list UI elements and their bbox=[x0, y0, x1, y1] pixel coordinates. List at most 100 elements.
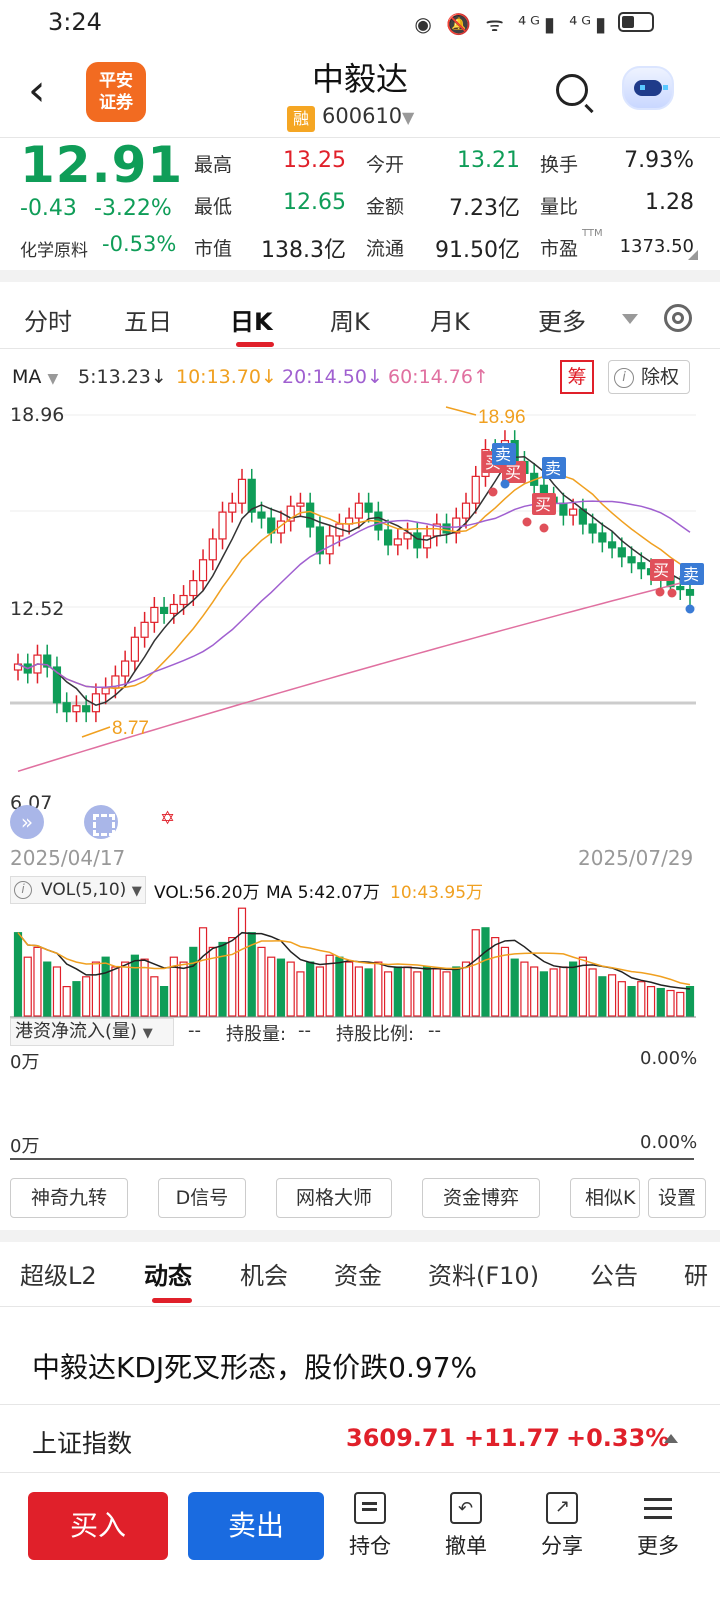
tab-weekly-k[interactable]: 周K bbox=[330, 308, 370, 336]
ex-rights-button[interactable]: 除权 bbox=[608, 360, 690, 394]
tab-research[interactable]: 研 bbox=[684, 1262, 708, 1290]
sell-signal-badge bbox=[492, 443, 516, 465]
sell-signal-label: 卖 bbox=[545, 459, 561, 478]
back-button[interactable]: ‹ bbox=[28, 65, 46, 116]
tool-similar-k[interactable]: 相似K bbox=[570, 1178, 640, 1218]
expand-corner-icon[interactable] bbox=[688, 250, 698, 260]
ai-assistant-icon[interactable] bbox=[622, 66, 674, 110]
chevron-up-icon[interactable] bbox=[664, 1434, 678, 1443]
hk-flow-selector[interactable]: 港资净流入(量) ▼ bbox=[10, 1018, 174, 1046]
volume-bar bbox=[578, 956, 587, 1017]
volume-bar bbox=[335, 956, 344, 1017]
volume-bar bbox=[62, 985, 71, 1017]
more-button[interactable]: 更多 bbox=[628, 1488, 688, 1560]
active-tab-indicator bbox=[152, 1298, 192, 1303]
candle-body bbox=[121, 660, 130, 677]
ma-selector[interactable]: MA ▼ bbox=[12, 366, 58, 388]
candle-body bbox=[62, 702, 71, 713]
sector-name[interactable]: 化学原料 bbox=[20, 241, 88, 261]
ma20-value: 20:14.50↓ bbox=[282, 366, 383, 388]
vol-ma10: 10:43.95万 bbox=[390, 883, 484, 903]
tool-grid-master[interactable]: 网格大师 bbox=[276, 1178, 392, 1218]
index-name[interactable]: 上证指数 bbox=[32, 1429, 133, 1458]
search-icon[interactable] bbox=[556, 74, 588, 106]
candlestick-chart[interactable]: 18.968.77买买买买卖卖卖 bbox=[0, 395, 720, 885]
ma60-line bbox=[17, 579, 691, 773]
gear-icon[interactable] bbox=[664, 304, 692, 332]
candle-body bbox=[179, 594, 188, 606]
tool-settings[interactable]: 设置 bbox=[648, 1178, 706, 1218]
hk-axis-pct-top: 0.00% bbox=[640, 1048, 698, 1069]
tab-daily-k[interactable]: 日K bbox=[230, 308, 273, 336]
tab-funds[interactable]: 资金 bbox=[334, 1262, 382, 1290]
ma10-line bbox=[17, 474, 691, 690]
quote-label: 市值 bbox=[194, 238, 233, 260]
tab-five-day[interactable]: 五日 bbox=[124, 308, 172, 336]
stock-name[interactable]: 中毅达 bbox=[311, 60, 408, 98]
tab-announcements[interactable]: 公告 bbox=[590, 1262, 638, 1290]
sell-button[interactable]: 卖出 bbox=[188, 1492, 324, 1560]
buy-signal-label: 买 bbox=[505, 463, 521, 482]
info-icon: i bbox=[14, 881, 32, 899]
chip-distribution-button[interactable]: 筹 bbox=[560, 360, 594, 394]
volume-bar bbox=[520, 961, 529, 1017]
tab-monthly-k[interactable]: 月K bbox=[430, 308, 470, 336]
tab-opportunity[interactable]: 机会 bbox=[240, 1262, 288, 1290]
chevron-down-icon[interactable] bbox=[622, 314, 638, 324]
volume-bar bbox=[150, 976, 159, 1017]
volume-bar bbox=[72, 981, 81, 1017]
volume-bar bbox=[676, 991, 685, 1017]
sector-change-pct[interactable]: -0.53% bbox=[102, 232, 177, 256]
volume-indicator-selector[interactable]: VOL(5,10) ▼ bbox=[10, 876, 146, 904]
volume-bar bbox=[169, 956, 178, 1017]
quote-value: 13.21 bbox=[457, 148, 520, 173]
buy-button[interactable]: 买入 bbox=[28, 1492, 168, 1560]
news-headline[interactable]: 中毅达KDJ死叉形态，股价跌0.97% bbox=[32, 1351, 478, 1384]
chevron-down-icon[interactable]: ▼ bbox=[402, 108, 415, 127]
candle-body bbox=[452, 517, 461, 534]
more-label: 更多 bbox=[637, 1534, 679, 1558]
quote-label: 流通 bbox=[366, 238, 405, 260]
volume-bar bbox=[383, 971, 393, 1017]
volume-bar bbox=[306, 961, 315, 1017]
candle-body bbox=[422, 535, 432, 549]
divider bbox=[0, 1472, 720, 1473]
tool-d-signal[interactable]: D信号 bbox=[158, 1178, 246, 1218]
vol-indicator-label: VOL(5,10) bbox=[41, 880, 127, 900]
tab-super-l2[interactable]: 超级L2 bbox=[20, 1262, 97, 1290]
tool-fund-game[interactable]: 资金博弈 bbox=[422, 1178, 540, 1218]
candle-body bbox=[276, 520, 286, 534]
signal-dot bbox=[685, 604, 695, 614]
positions-button[interactable]: 持仓 bbox=[340, 1488, 400, 1560]
volume-bar bbox=[257, 946, 266, 1017]
index-change: +11.77 bbox=[464, 1424, 561, 1452]
broker-logo[interactable]: 平安 证券 bbox=[86, 62, 146, 122]
tab-news[interactable]: 动态 bbox=[144, 1262, 192, 1290]
expand-icon[interactable]: » bbox=[10, 805, 44, 839]
quote-label: 金额 bbox=[366, 196, 405, 218]
chevron-down-icon: ▼ bbox=[47, 371, 59, 387]
star-icon[interactable]: ✡ bbox=[160, 808, 176, 829]
tab-f10[interactable]: 资料(F10) bbox=[428, 1262, 540, 1290]
volume-bar bbox=[685, 985, 695, 1017]
volume-chart[interactable] bbox=[0, 900, 720, 1018]
tab-more[interactable]: 更多 bbox=[538, 308, 586, 336]
candle-body bbox=[403, 532, 412, 540]
cancel-order-button[interactable]: ↶ 撤单 bbox=[436, 1488, 496, 1560]
volume-bar bbox=[413, 971, 422, 1017]
candle-body bbox=[383, 529, 393, 546]
stock-code[interactable]: 600610 bbox=[322, 104, 403, 128]
candle-body bbox=[198, 559, 208, 582]
tab-intraday[interactable]: 分时 bbox=[24, 308, 72, 336]
volume-bar bbox=[471, 929, 480, 1017]
index-change-pct: +0.33% bbox=[566, 1424, 670, 1452]
share-button[interactable]: ↗ 分享 bbox=[532, 1488, 592, 1560]
tool-magic-nine[interactable]: 神奇九转 bbox=[10, 1178, 128, 1218]
volume-bar bbox=[461, 961, 471, 1017]
cancel-order-label: 撤单 bbox=[445, 1534, 487, 1558]
volume-bar bbox=[627, 985, 636, 1017]
status-icons: ◉ 🔕 ᯤ ⁴ᴳ▮ ⁴ᴳ▮ bbox=[414, 12, 610, 36]
candle-body bbox=[607, 541, 617, 549]
candle-body bbox=[569, 508, 578, 516]
fullscreen-icon[interactable] bbox=[84, 805, 118, 839]
